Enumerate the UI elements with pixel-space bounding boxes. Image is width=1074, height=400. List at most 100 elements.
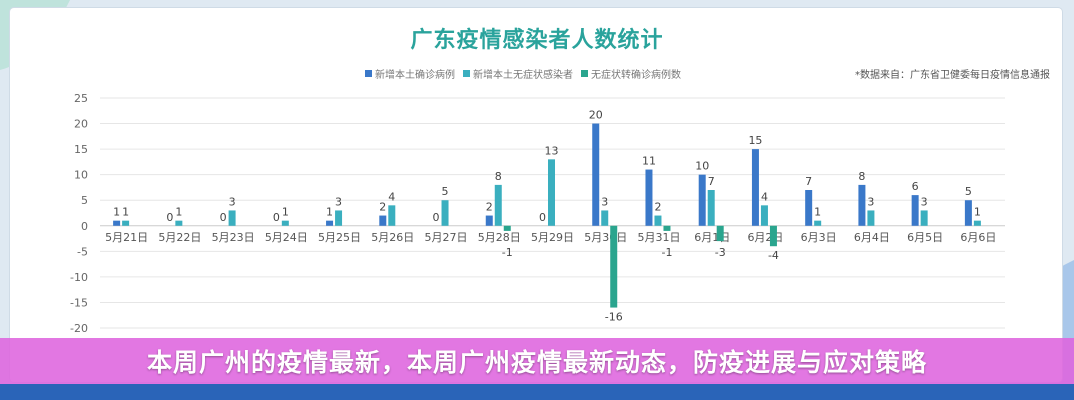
bar xyxy=(867,210,875,226)
bar xyxy=(814,220,822,226)
bar xyxy=(601,210,609,226)
bar xyxy=(911,195,919,226)
legend-item-converted[interactable]: 无症状转确诊病例数 xyxy=(581,66,681,81)
data-label: 0 xyxy=(220,211,227,224)
bar xyxy=(858,184,866,226)
data-label: 10 xyxy=(695,160,709,173)
source-note: *数据来自：广东省卫健委每日疫情信息通报 xyxy=(855,70,1050,81)
data-label: 5 xyxy=(965,185,972,198)
data-label: 1 xyxy=(326,206,333,219)
y-tick-label: 20 xyxy=(74,118,88,131)
data-label: 1 xyxy=(282,206,289,219)
bar xyxy=(707,190,715,226)
bar xyxy=(760,205,768,226)
data-label: 0 xyxy=(273,211,280,224)
x-tick-label: 6月3日 xyxy=(801,231,837,244)
y-tick-label: 10 xyxy=(74,169,88,182)
bar xyxy=(805,190,813,226)
data-label: 6 xyxy=(912,180,919,193)
x-tick-label: 5月22日 xyxy=(158,231,201,244)
data-label: -4 xyxy=(768,249,779,262)
data-label: 3 xyxy=(229,195,236,208)
data-label: 0 xyxy=(166,211,173,224)
y-tick-label: 0 xyxy=(81,220,88,233)
data-label: 2 xyxy=(486,201,493,214)
x-tick-label: 5月29日 xyxy=(531,231,574,244)
bar xyxy=(964,200,972,226)
bar xyxy=(379,215,387,226)
bar xyxy=(494,184,502,226)
bar xyxy=(335,210,343,226)
bar xyxy=(654,215,662,226)
x-tick-label: 6月6日 xyxy=(960,231,996,244)
data-label: 7 xyxy=(708,175,715,188)
data-label: 3 xyxy=(601,195,608,208)
data-label: -1 xyxy=(502,246,513,259)
x-tick-label: 5月28日 xyxy=(478,231,521,244)
bar xyxy=(122,220,130,226)
data-label: 13 xyxy=(545,144,559,157)
y-tick-label: -20 xyxy=(70,322,88,335)
bar xyxy=(228,210,236,226)
data-label: 0 xyxy=(433,211,440,224)
bar xyxy=(645,169,653,226)
y-tick-label: -5 xyxy=(77,245,88,258)
chart-title: 广东疫情感染者人数统计 xyxy=(410,28,664,53)
x-tick-label: 6月1日 xyxy=(694,231,730,244)
data-label: 4 xyxy=(761,190,768,203)
headline-text: 本周广州的疫情最新，本周广州疫情最新动态，防疫进展与应对策略 xyxy=(146,348,927,377)
data-label: 7 xyxy=(805,175,812,188)
headline-banner: 本周广州的疫情最新，本周广州疫情最新动态，防疫进展与应对策略 xyxy=(0,338,1074,384)
bar xyxy=(441,200,449,226)
data-label: 15 xyxy=(748,134,762,147)
data-label: 2 xyxy=(379,201,386,214)
x-tick-label: 6月5日 xyxy=(907,231,943,244)
bar xyxy=(485,215,493,226)
data-label: 1 xyxy=(974,206,981,219)
legend: 新增本土确诊病例 新增本土无症状感染者 无症状转确诊病例数 xyxy=(365,66,681,81)
bar xyxy=(716,225,724,242)
data-label: 1 xyxy=(175,206,182,219)
data-label: 8 xyxy=(495,170,502,183)
bar xyxy=(663,225,671,231)
bar xyxy=(503,225,511,231)
chart-card xyxy=(10,8,1062,382)
data-label: 1 xyxy=(814,206,821,219)
x-tick-label: 5月23日 xyxy=(212,231,255,244)
bar xyxy=(751,149,759,226)
bar xyxy=(281,220,289,226)
x-tick-label: 5月30日 xyxy=(584,231,627,244)
bar xyxy=(973,220,981,226)
bar xyxy=(113,220,121,226)
y-tick-label: 5 xyxy=(81,194,88,207)
bar xyxy=(920,210,928,226)
bar xyxy=(610,225,618,308)
x-tick-label: 5月27日 xyxy=(425,231,468,244)
data-label: 3 xyxy=(921,195,928,208)
data-label: 4 xyxy=(388,190,395,203)
data-label: -1 xyxy=(661,246,672,259)
data-label: -16 xyxy=(605,311,623,324)
bar xyxy=(326,220,334,226)
y-tick-label: 15 xyxy=(74,143,88,156)
legend-item-confirmed[interactable]: 新增本土确诊病例 xyxy=(365,66,455,81)
data-label: 8 xyxy=(858,170,865,183)
x-tick-label: 5月24日 xyxy=(265,231,308,244)
bar xyxy=(548,159,555,226)
bar xyxy=(592,123,600,226)
bar xyxy=(388,205,396,226)
legend-item-asymptomatic[interactable]: 新增本土无症状感染者 xyxy=(463,66,573,81)
x-tick-label: 6月2日 xyxy=(747,231,783,244)
data-label: 2 xyxy=(654,201,661,214)
y-tick-label: 25 xyxy=(74,92,88,105)
bar xyxy=(698,174,706,226)
data-label: 1 xyxy=(122,206,129,219)
data-label: 5 xyxy=(442,185,449,198)
data-label: 11 xyxy=(642,155,656,168)
data-label: 3 xyxy=(867,195,874,208)
x-tick-label: 6月4日 xyxy=(854,231,890,244)
bar xyxy=(175,220,183,226)
data-label: 0 xyxy=(539,211,546,224)
y-tick-label: -10 xyxy=(70,271,88,284)
